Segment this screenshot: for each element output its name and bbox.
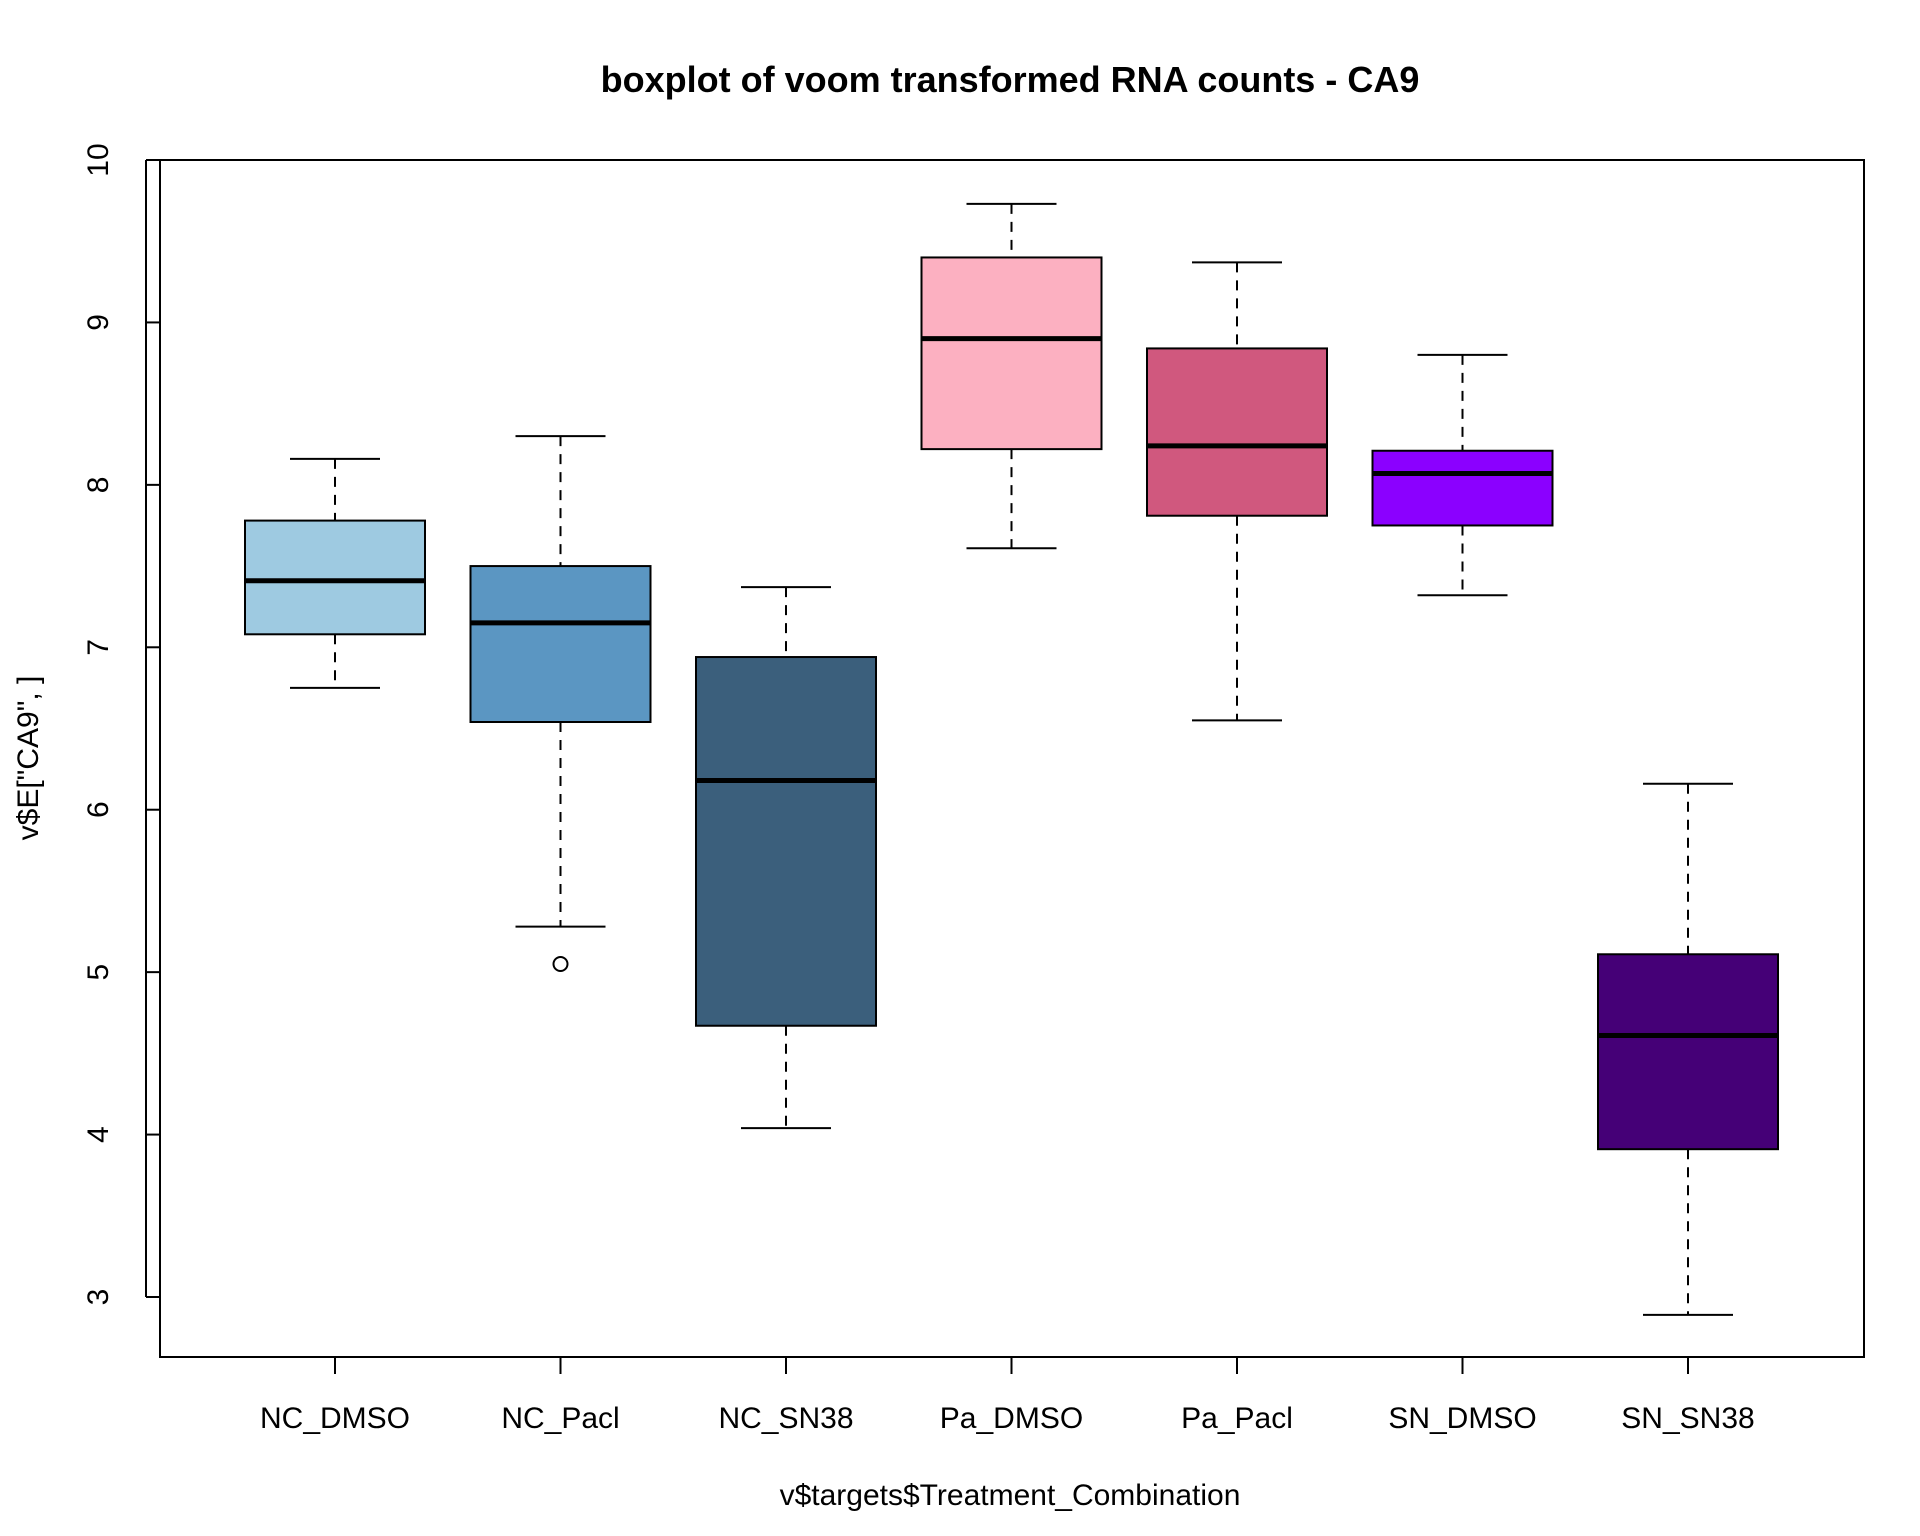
y-tick-label: 10 [82, 143, 115, 176]
y-tick-label: 4 [82, 1126, 115, 1143]
x-axis: NC_DMSO NC_Pacl NC_SN38 Pa_DMSO Pa_Pacl SN_DM… [260, 1356, 1755, 1435]
box-group-SN_DMSO [1371, 353, 1554, 597]
x-tick-label: Pa_DMSO [940, 1402, 1083, 1435]
box-Pa_Pacl [1146, 347, 1328, 517]
x-tick-label: SN_DMSO [1388, 1402, 1536, 1435]
outlier-point [552, 956, 569, 973]
y-axis: 3 4 5 6 7 8 9 10 [82, 143, 160, 1305]
x-tick-label: Pa_Pacl [1181, 1402, 1293, 1435]
x-axis-label: v$targets$Treatment_Combination [780, 1479, 1241, 1512]
box-group-NC_DMSO [244, 457, 426, 689]
box-NC_SN38 [695, 656, 877, 1027]
x-tick-label: NC_SN38 [718, 1402, 853, 1435]
box-group-NC_Pacl [469, 435, 652, 973]
box-group-NC_SN38 [695, 586, 877, 1130]
x-tick-label: SN_SN38 [1621, 1402, 1754, 1435]
box-SN_DMSO [1371, 449, 1554, 527]
plot-marks [244, 202, 1779, 1316]
y-tick-label: 6 [82, 801, 115, 818]
y-axis-label: v$E["CA9", ] [12, 676, 45, 841]
box-group-SN_SN38 [1597, 782, 1779, 1316]
y-tick-label: 8 [82, 477, 115, 494]
box-group-Pa_Pacl [1146, 261, 1328, 722]
y-tick-label: 9 [82, 314, 115, 331]
box-group-Pa_DMSO [920, 202, 1103, 550]
box-NC_Pacl [469, 565, 652, 724]
y-tick-label: 5 [82, 964, 115, 981]
y-tick-label: 7 [82, 639, 115, 656]
x-tick-label: NC_Pacl [501, 1402, 619, 1435]
x-tick-label: NC_DMSO [260, 1402, 410, 1435]
box-SN_SN38 [1597, 953, 1779, 1151]
box-NC_DMSO [244, 519, 426, 636]
box-Pa_DMSO [920, 256, 1103, 451]
chart-title: boxplot of voom transformed RNA counts -… [601, 59, 1420, 100]
y-tick-label: 3 [82, 1289, 115, 1306]
